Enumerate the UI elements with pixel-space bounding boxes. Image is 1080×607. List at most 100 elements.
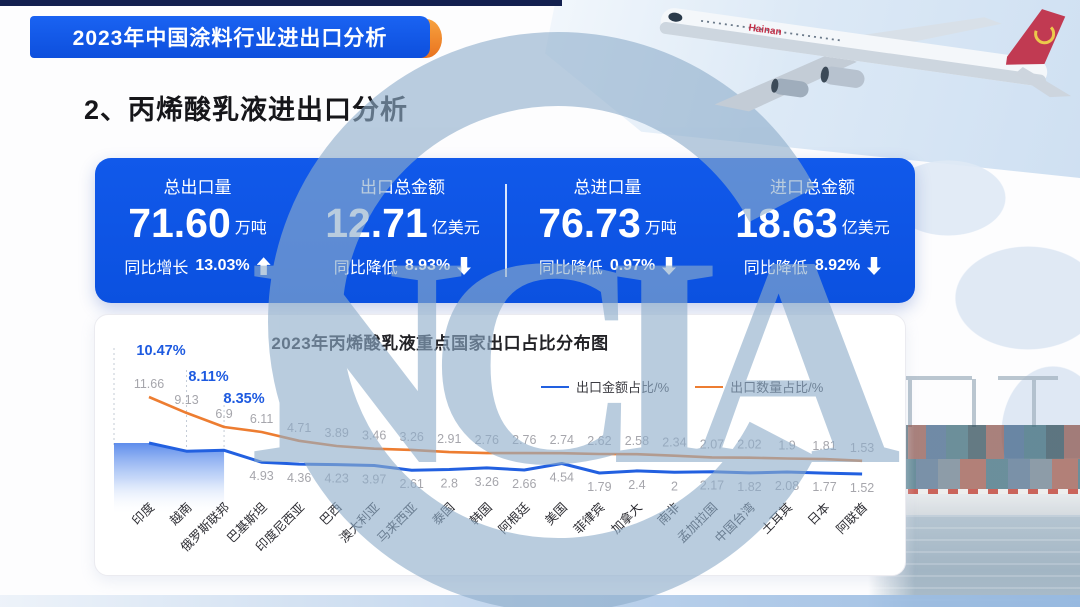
section-title: 2、丙烯酸乳液进出口分析	[84, 95, 409, 125]
value-label-quantity: 2.62	[587, 434, 611, 448]
stat-change-value: 8.92%	[814, 257, 861, 275]
value-label-amount: 1.77	[812, 480, 836, 494]
legend-label: 出口金额占比/%	[576, 380, 670, 395]
stat-label: 出口总金额	[360, 178, 445, 197]
value-label-quantity: 3.89	[324, 426, 348, 440]
value-label-quantity: 2.07	[700, 437, 724, 451]
stat-change-prefix: 同比降低	[743, 260, 808, 278]
x-axis-label: 日本	[805, 500, 833, 528]
stat-card-total-import-volume: 总进口量 76.73 万吨 同比降低 0.97%	[505, 158, 710, 303]
value-label-amount: 1.82	[737, 480, 761, 494]
trend-up-icon	[256, 257, 271, 276]
stat-value: 18.63 亿美元	[735, 201, 890, 246]
stat-card-total-export-volume: 总出口量 71.60 万吨 同比增长 13.03%	[95, 158, 300, 303]
value-label-quantity: 1.81	[812, 439, 836, 453]
stat-change-prefix: 同比降低	[333, 260, 398, 278]
x-axis-label: 中国台湾	[712, 500, 758, 546]
stat-label: 总进口量	[573, 178, 642, 197]
value-label-amount: 2.61	[400, 477, 424, 491]
trend-down-icon	[662, 257, 676, 275]
value-label-amount: 2.17	[700, 479, 724, 493]
value-label-quantity: 3.26	[400, 430, 424, 444]
value-label-quantity: 9.13	[174, 393, 198, 407]
stat-change: 同比降低 8.93%	[334, 254, 471, 278]
value-label-quantity: 1.9	[778, 438, 795, 452]
x-axis-label: 泰国	[430, 500, 458, 528]
value-label-quantity: 2.58	[625, 434, 649, 448]
value-label-quantity: 6.9	[215, 407, 232, 421]
x-axis-label: 澳大利亚	[337, 500, 382, 545]
stat-change-value: 8.93%	[404, 257, 451, 275]
top-navy-strip	[0, 0, 562, 6]
x-axis-label: 韩国	[467, 500, 495, 528]
stat-value: 76.73 万吨	[538, 200, 677, 246]
stat-label: 进口总金额	[770, 178, 855, 197]
value-label-amount: 4.93	[249, 469, 273, 483]
stat-change-value: 13.03%	[195, 257, 250, 275]
value-label-amount: 4.23	[324, 472, 348, 486]
banner-title: 2023年中国涂料行业进出口分析	[72, 27, 388, 50]
value-label-amount: 2	[671, 479, 678, 493]
highlight-value-label: 8.35%	[223, 391, 264, 407]
value-label-quantity: 2.34	[662, 436, 686, 450]
stat-unit: 万吨	[644, 220, 677, 238]
kpi-stats-bar: 总出口量 71.60 万吨 同比增长 13.03% 出口总金额 12.71 亿美元…	[95, 158, 915, 303]
bottom-accent-strip	[0, 595, 1080, 607]
value-label-quantity: 1.53	[850, 441, 874, 455]
stat-number: 76.73	[538, 200, 641, 246]
x-axis-label: 阿联酋	[833, 500, 870, 537]
legend-line-orange-icon	[695, 385, 724, 388]
stat-change-value: 0.97%	[609, 257, 656, 275]
trend-down-icon	[457, 257, 471, 275]
x-axis-label: 南非	[654, 500, 682, 528]
stat-value: 12.71 亿美元	[325, 200, 480, 246]
value-label-amount: 3.97	[362, 472, 386, 486]
export-share-line-chart: 11.66 9.13 6.9 6.11 4.71 3.89 3.46 3.26 2.91 2.76…	[113, 343, 874, 554]
area-fill	[114, 443, 225, 513]
value-label-quantity: 2.02	[737, 438, 761, 452]
x-axis-label: 阿根廷	[496, 500, 533, 537]
x-axis-label: 菲律宾	[570, 500, 607, 537]
x-axis-label: 马来西亚	[375, 500, 420, 545]
value-label-quantity: 2.76	[512, 433, 536, 447]
stat-number: 71.60	[128, 200, 231, 246]
stat-change: 同比增长 13.03%	[124, 254, 271, 278]
x-axis-label: 巴西	[317, 500, 345, 528]
stat-unit: 万吨	[234, 220, 267, 238]
x-axis-label: 加拿大	[608, 500, 645, 537]
chart-title: 2023年丙烯酸乳液重点国家出口占比分布图	[271, 334, 609, 353]
x-axis-label: 土耳其	[759, 500, 795, 536]
chart-card: 11.66 9.13 6.9 6.11 4.71 3.89 3.46 3.26 2.91 2.76…	[94, 314, 906, 576]
value-label-amount: 2.66	[512, 477, 536, 491]
value-label-quantity: 2.74	[550, 433, 574, 447]
banner-blue-ribbon: 2023年中国涂料行业进出口分析	[30, 16, 430, 58]
value-label-amount: 2.08	[775, 479, 799, 493]
highlight-value-label: 10.47%	[136, 343, 185, 359]
value-label-amount: 4.54	[550, 471, 574, 485]
value-label-quantity: 2.91	[437, 432, 461, 446]
value-label-quantity: 2.76	[475, 433, 499, 447]
stats-divider	[505, 184, 507, 277]
highlight-value-label: 8.11%	[188, 369, 228, 385]
legend-line-blue-icon	[541, 385, 569, 388]
value-label-quantity: 3.46	[362, 429, 386, 443]
legend-item-export-amount: 出口金额占比/%	[541, 377, 669, 396]
value-label-amount: 2.8	[441, 477, 458, 491]
value-label-quantity: 11.66	[134, 377, 164, 391]
x-axis-label: 美国	[542, 500, 570, 528]
legend-item-export-quantity: 出口数量占比/%	[695, 377, 823, 396]
value-label-quantity: 6.11	[250, 412, 273, 426]
stat-change: 同比降低 0.97%	[539, 254, 676, 278]
x-axis-label: 孟加拉国	[674, 500, 720, 546]
stat-value: 71.60 万吨	[128, 200, 267, 246]
stat-label: 总出口量	[163, 178, 232, 197]
value-label-amount: 1.79	[587, 480, 611, 494]
trend-down-icon	[867, 257, 881, 275]
legend-label: 出口数量占比/%	[730, 380, 824, 395]
stat-card-total-import-value: 进口总金额 18.63 亿美元 同比降低 8.92%	[710, 158, 915, 303]
stat-change-prefix: 同比增长	[124, 260, 189, 278]
stat-number: 12.71	[325, 200, 428, 246]
value-label-amount: 1.52	[850, 481, 874, 495]
stat-change-prefix: 同比降低	[538, 260, 603, 278]
